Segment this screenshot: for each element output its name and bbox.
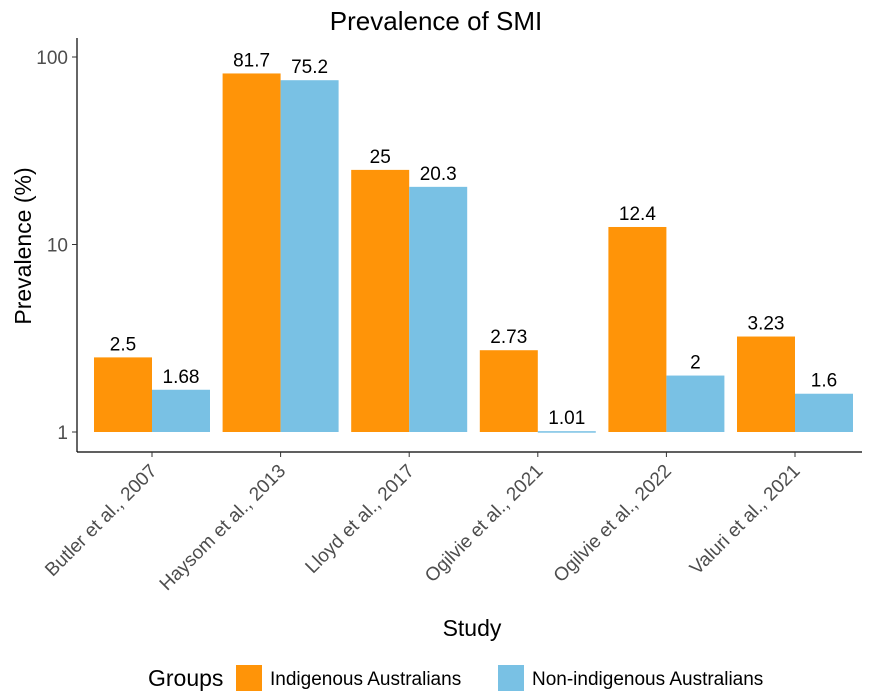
chart-title: Prevalence of SMI — [330, 6, 542, 36]
bar-non-indigenous — [537, 431, 596, 433]
bar-indigenous — [737, 336, 795, 432]
bar-non-indigenous — [409, 186, 468, 432]
bar-value-label: 2.5 — [110, 334, 136, 355]
bar-indigenous — [351, 169, 410, 433]
bar-value-label: 1.01 — [548, 408, 585, 429]
bar-value-label: 75.2 — [291, 57, 328, 78]
x-tick-label: Lloyd et al., 2017 — [302, 461, 419, 578]
bar-value-label: 20.3 — [420, 164, 457, 185]
y-axis-title: Prevalence (%) — [10, 167, 36, 324]
legend-key-indigenous — [236, 665, 262, 691]
bar-indigenous — [222, 73, 281, 432]
y-tick-label: 100 — [36, 48, 68, 69]
axes — [72, 38, 862, 457]
legend-label-non-indigenous: Non-indigenous Australians — [532, 669, 763, 690]
bar-indigenous — [94, 357, 152, 432]
bar-value-label: 1.68 — [163, 367, 200, 388]
bar-value-label: 12.4 — [619, 204, 656, 225]
bar-indigenous — [479, 350, 538, 432]
y-tick-label: 10 — [47, 236, 68, 257]
x-tick-label: Ogilvie et al., 2022 — [550, 461, 676, 587]
bar-value-label: 3.23 — [748, 314, 785, 335]
legend-title: Groups — [148, 665, 223, 691]
bar-value-label: 2.73 — [490, 327, 527, 348]
bar-value-label: 81.7 — [233, 50, 270, 71]
legend-label-indigenous: Indigenous Australians — [270, 669, 461, 690]
x-tick-label: Haysom et al., 2013 — [156, 461, 290, 595]
x-tick-label: Butler et al., 2007 — [41, 461, 161, 581]
bar-value-label: 25 — [370, 147, 391, 168]
legend-key-non-indigenous — [498, 665, 524, 691]
legend: Groups Indigenous Australians Non-indige… — [148, 665, 763, 691]
x-axis-title: Study — [443, 615, 502, 641]
x-tick-label: Ogilvie et al., 2021 — [421, 461, 547, 587]
bar-non-indigenous — [280, 80, 339, 432]
bar-indigenous — [608, 226, 667, 432]
y-tick-label: 1 — [57, 423, 68, 444]
bar-non-indigenous — [795, 393, 853, 432]
bar-non-indigenous — [152, 389, 210, 432]
bar-non-indigenous — [666, 375, 725, 432]
bars — [94, 73, 853, 433]
bar-labels: 2.5 1.68 81.7 75.2 25 20.3 2.73 1.01 12.4 2 3.23 1.… — [110, 50, 837, 429]
bar-value-label: 1.6 — [811, 371, 837, 392]
bar-value-label: 2 — [690, 353, 701, 374]
x-tick-label: Valuri et al., 2021 — [686, 461, 804, 579]
